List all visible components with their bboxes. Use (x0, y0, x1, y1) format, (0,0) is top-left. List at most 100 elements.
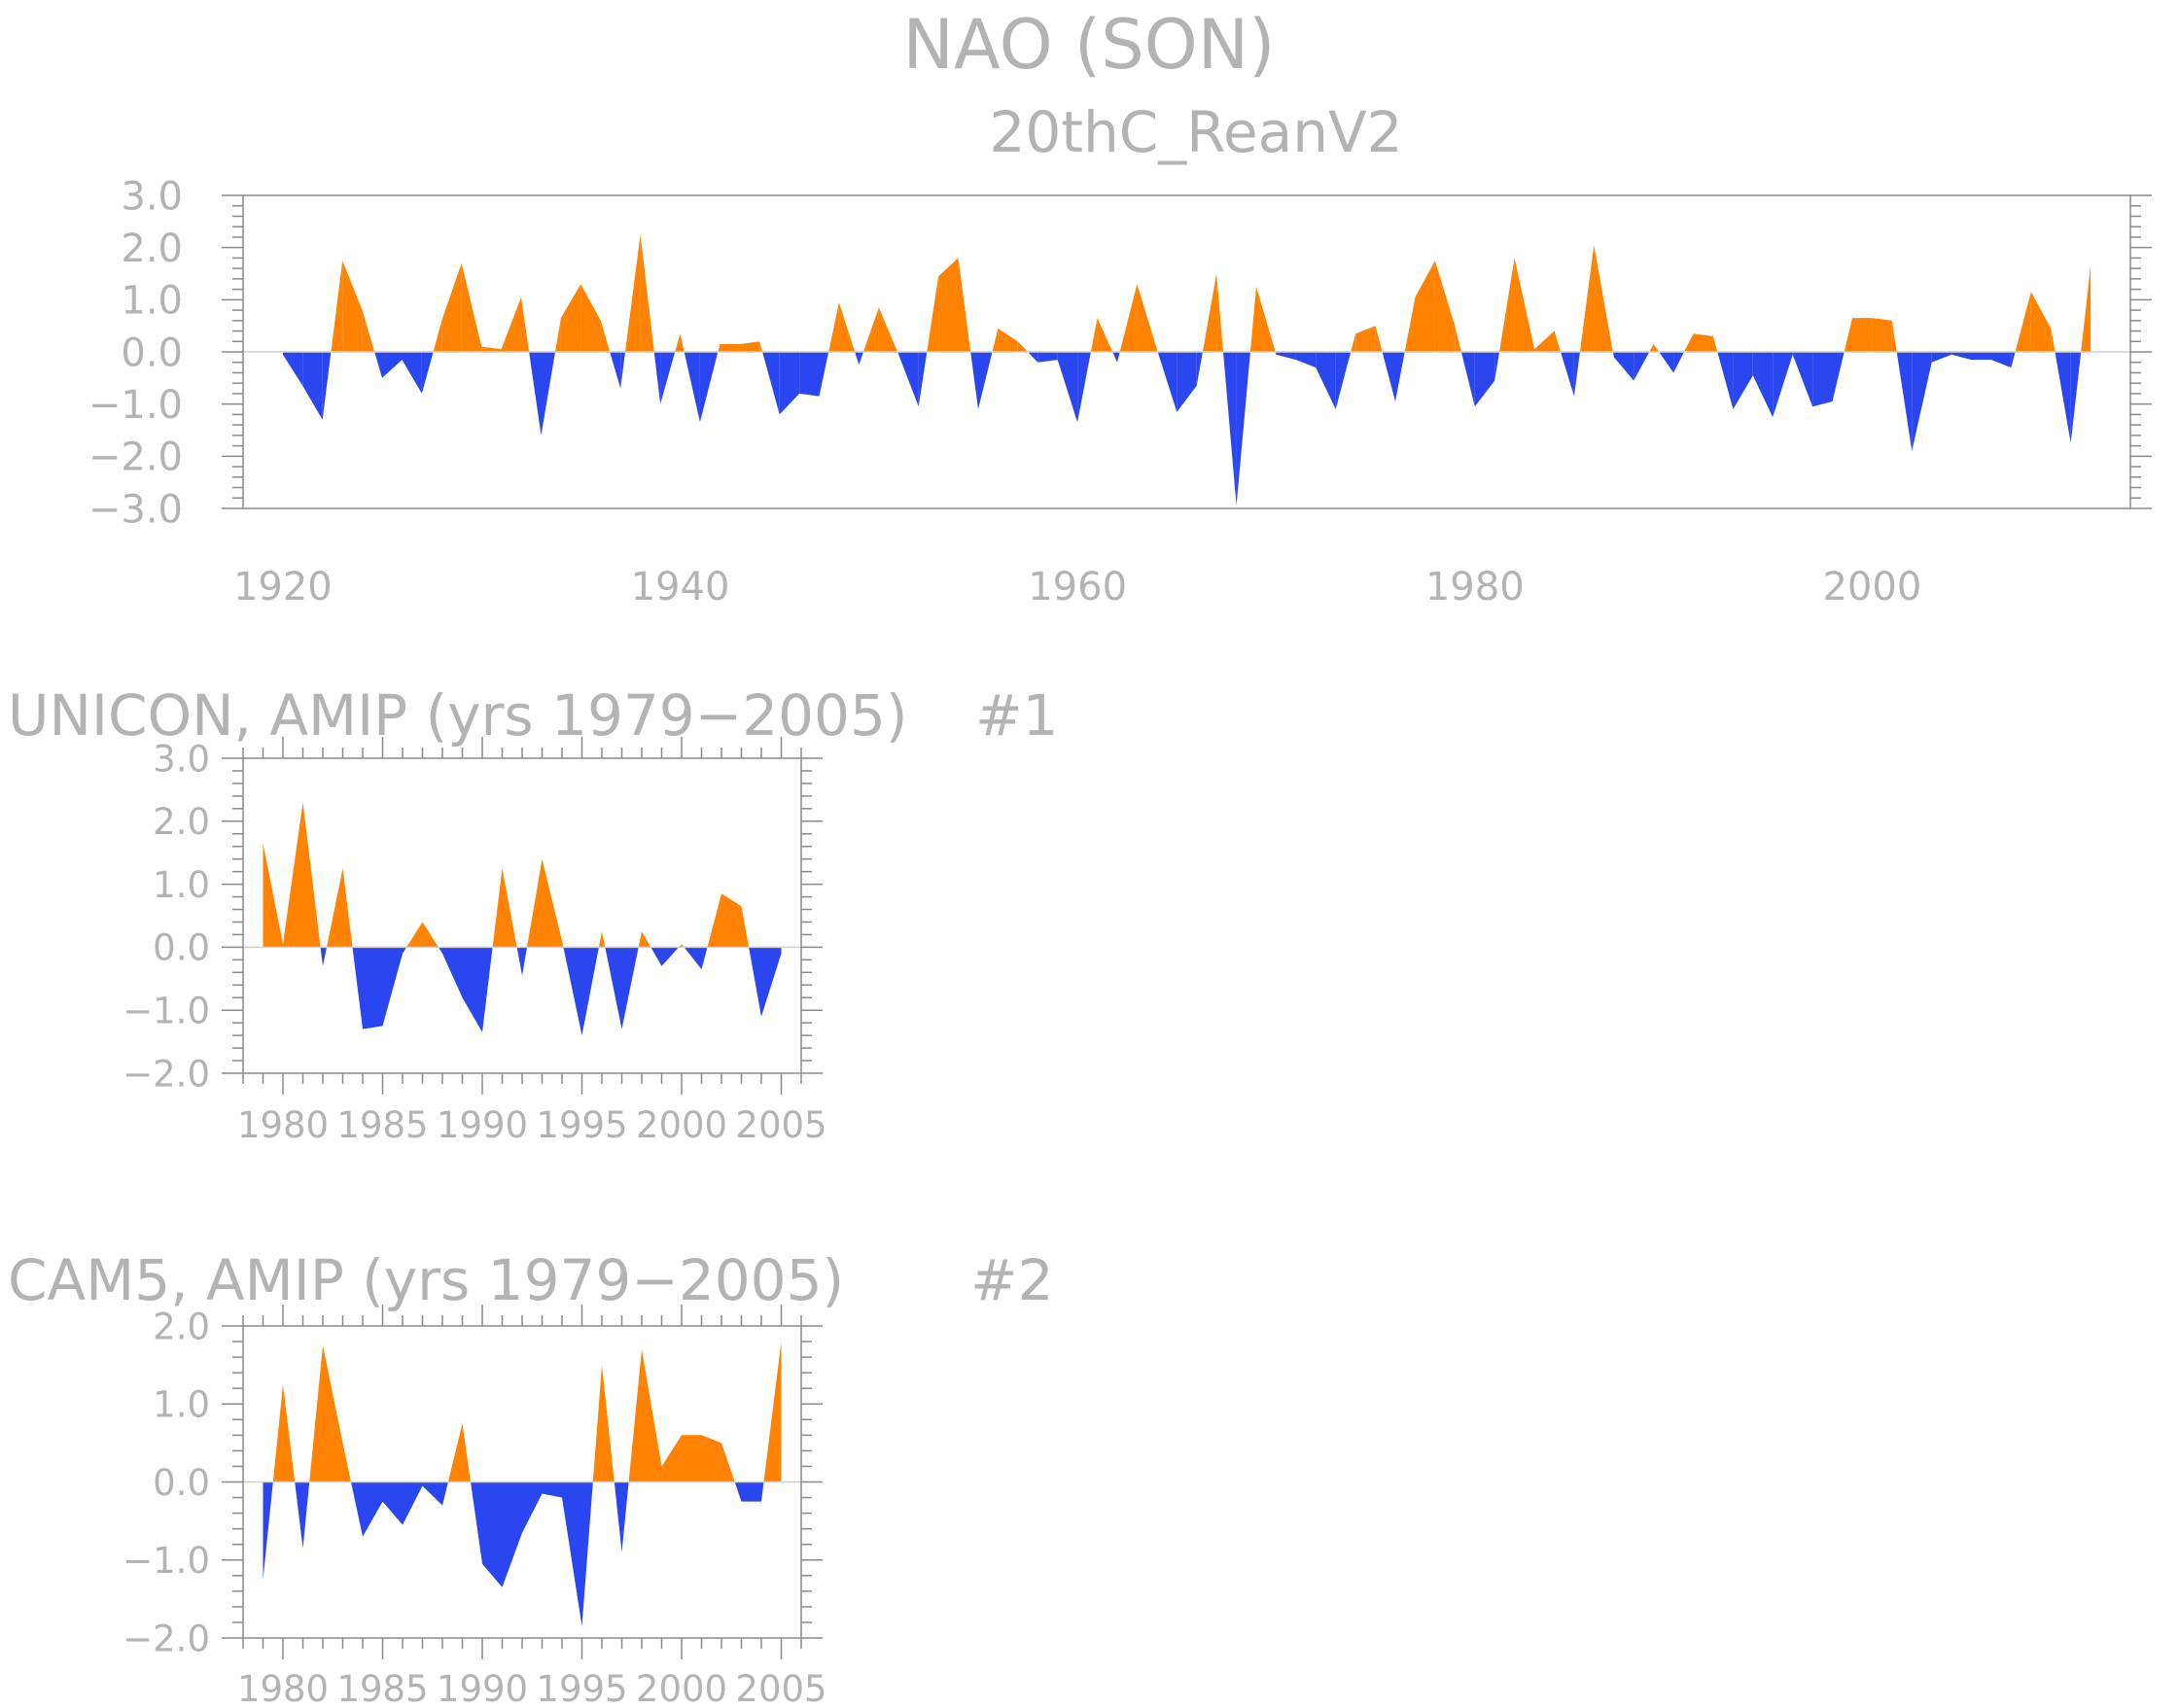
cam5-areas (263, 1342, 782, 1626)
cam5-area-1995 (592, 1365, 602, 1482)
reanalysis-area-1998 (1844, 318, 1852, 352)
figure-title: NAO (SON) (903, 5, 1276, 85)
unicon-area-1992 (522, 947, 527, 976)
unicon-area-1981 (320, 947, 323, 966)
reanalysis-area-2007 (2015, 292, 2031, 352)
reanalysis-area-1997 (1812, 352, 1833, 407)
reanalysis-area-1995 (1773, 352, 1793, 418)
reanalysis-area-2008 (2030, 292, 2052, 352)
reanalysis-area-1924 (362, 310, 375, 352)
reanalysis-area-1966 (1202, 273, 1217, 352)
unicon-y-tick-label: 3.0 (153, 738, 210, 780)
unicon-x-tick-label: 2000 (636, 1104, 727, 1146)
unicon-y-tick-label: −1.0 (123, 991, 210, 1032)
reanalysis-area-1996 (1792, 352, 1813, 407)
cam5-area-1993 (542, 1481, 562, 1498)
reanalysis-area-1928 (441, 262, 462, 352)
reanalysis-area-1947 (819, 352, 829, 397)
reanalysis-area-1933 (541, 352, 555, 436)
reanalysis-area-1973 (1335, 352, 1352, 409)
unicon-area-1984 (363, 947, 383, 1029)
reanalysis-area-1967 (1216, 273, 1223, 352)
reanalysis-area-1999 (1852, 318, 1873, 352)
cam5-area-1981 (302, 1481, 310, 1549)
cam5-x-tick-label: 1990 (437, 1668, 528, 1708)
reanalysis-y-labels: 3.0 2.0 1.0 0.0 −1.0 −2.0 −3.0 (88, 174, 183, 532)
reanalysis-area-1965 (1177, 352, 1197, 412)
reanalysis-area-1947 (828, 302, 839, 352)
unicon-area-1980 (283, 802, 303, 948)
cam5-area-1980 (295, 1481, 303, 1549)
reanalysis-area-1961 (1112, 352, 1117, 363)
unicon-area-2003 (749, 947, 761, 1017)
reanalysis-x-tick-label: 1960 (1028, 565, 1127, 610)
unicon-area-1996 (602, 931, 606, 948)
reanalysis-area-1970 (1276, 352, 1296, 361)
panel-reanalysis: 20thC_ReanV2 3.0 2.0 1.0 0.0 −1.0 −2.0 −3.0 192… (88, 99, 2152, 610)
reanalysis-areas (282, 234, 2091, 506)
cam5-area-2002 (721, 1443, 735, 1482)
reanalysis-area-1921 (302, 352, 323, 420)
reanalysis-area-1938 (640, 234, 654, 352)
unicon-area-1999 (679, 944, 682, 948)
panel-reanalysis-subtitle: 20thC_ReanV2 (989, 99, 1402, 165)
unicon-area-1999 (661, 947, 680, 966)
cam5-x-tick-label: 2005 (735, 1668, 826, 1708)
cam5-x-labels: 1980 1985 1990 1995 2000 2005 (237, 1668, 827, 1708)
unicon-area-1979 (263, 843, 283, 948)
unicon-y-labels: 3.0 2.0 1.0 0.0 −1.0 −2.0 (123, 738, 210, 1095)
unicon-y-tick-label: 1.0 (153, 864, 210, 906)
reanalysis-area-1988 (1649, 344, 1654, 352)
reanalysis-area-1961 (1097, 318, 1113, 352)
reanalysis-area-1981 (1499, 258, 1515, 352)
unicon-area-1995 (598, 931, 602, 948)
cam5-area-2000 (682, 1435, 702, 1482)
reanalysis-area-1962 (1119, 284, 1138, 352)
unicon-y-tick-label: −2.0 (123, 1053, 210, 1095)
reanalysis-x-labels: 1920 1940 1960 1980 2000 (233, 565, 1921, 610)
unicon-area-1982 (323, 947, 327, 966)
reanalysis-area-1958 (1037, 352, 1058, 363)
reanalysis-area-1952 (918, 352, 928, 407)
unicon-area-1982 (327, 868, 343, 948)
reanalysis-area-1988 (1634, 352, 1650, 381)
reanalysis-area-1998 (1832, 352, 1845, 401)
cam5-area-1999 (661, 1435, 682, 1482)
panel-cam5-tag: #2 (970, 1247, 1054, 1313)
reanalysis-area-1934 (560, 284, 581, 352)
cam5-x-tick-label: 2000 (636, 1668, 727, 1708)
reanalysis-area-1927 (433, 320, 442, 352)
unicon-y-tick-label: 0.0 (153, 927, 210, 969)
cam5-y-tick-label: −1.0 (123, 1540, 210, 1582)
reanalysis-area-1945 (779, 352, 800, 415)
reanalysis-area-1971 (1295, 352, 1317, 368)
reanalysis-area-1953 (938, 258, 959, 352)
reanalysis-area-1989 (1653, 344, 1660, 352)
unicon-area-1994 (563, 947, 582, 1036)
reanalysis-area-1979 (1460, 352, 1475, 407)
reanalysis-area-1969 (1256, 286, 1276, 352)
reanalysis-area-1992 (1717, 352, 1734, 409)
reanalysis-area-1936 (610, 352, 621, 389)
reanalysis-area-1937 (620, 352, 625, 389)
unicon-x-tick-label: 1985 (336, 1104, 428, 1146)
reanalysis-area-1986 (1594, 245, 1613, 352)
reanalysis-y-tick-label: −1.0 (88, 383, 183, 428)
reanalysis-area-1933 (555, 318, 561, 352)
reanalysis-area-1974 (1355, 326, 1376, 352)
unicon-area-1992 (527, 858, 543, 948)
reanalysis-area-2010 (2070, 352, 2082, 443)
cam5-area-1989 (471, 1481, 482, 1564)
reanalysis-area-1963 (1137, 284, 1157, 352)
reanalysis-y-tick-label: 0.0 (121, 331, 183, 375)
reanalysis-area-1967 (1223, 352, 1237, 506)
reanalysis-area-1959 (1057, 352, 1078, 423)
reanalysis-y-tick-label: −2.0 (88, 436, 183, 480)
reanalysis-area-1932 (521, 296, 530, 352)
cam5-y-tick-label: 1.0 (153, 1384, 210, 1426)
reanalysis-area-1994 (1752, 352, 1774, 418)
reanalysis-area-1929 (461, 262, 482, 352)
reanalysis-area-1957 (1028, 352, 1038, 363)
reanalysis-area-1960 (1077, 352, 1091, 423)
reanalysis-area-1968 (1236, 352, 1250, 506)
